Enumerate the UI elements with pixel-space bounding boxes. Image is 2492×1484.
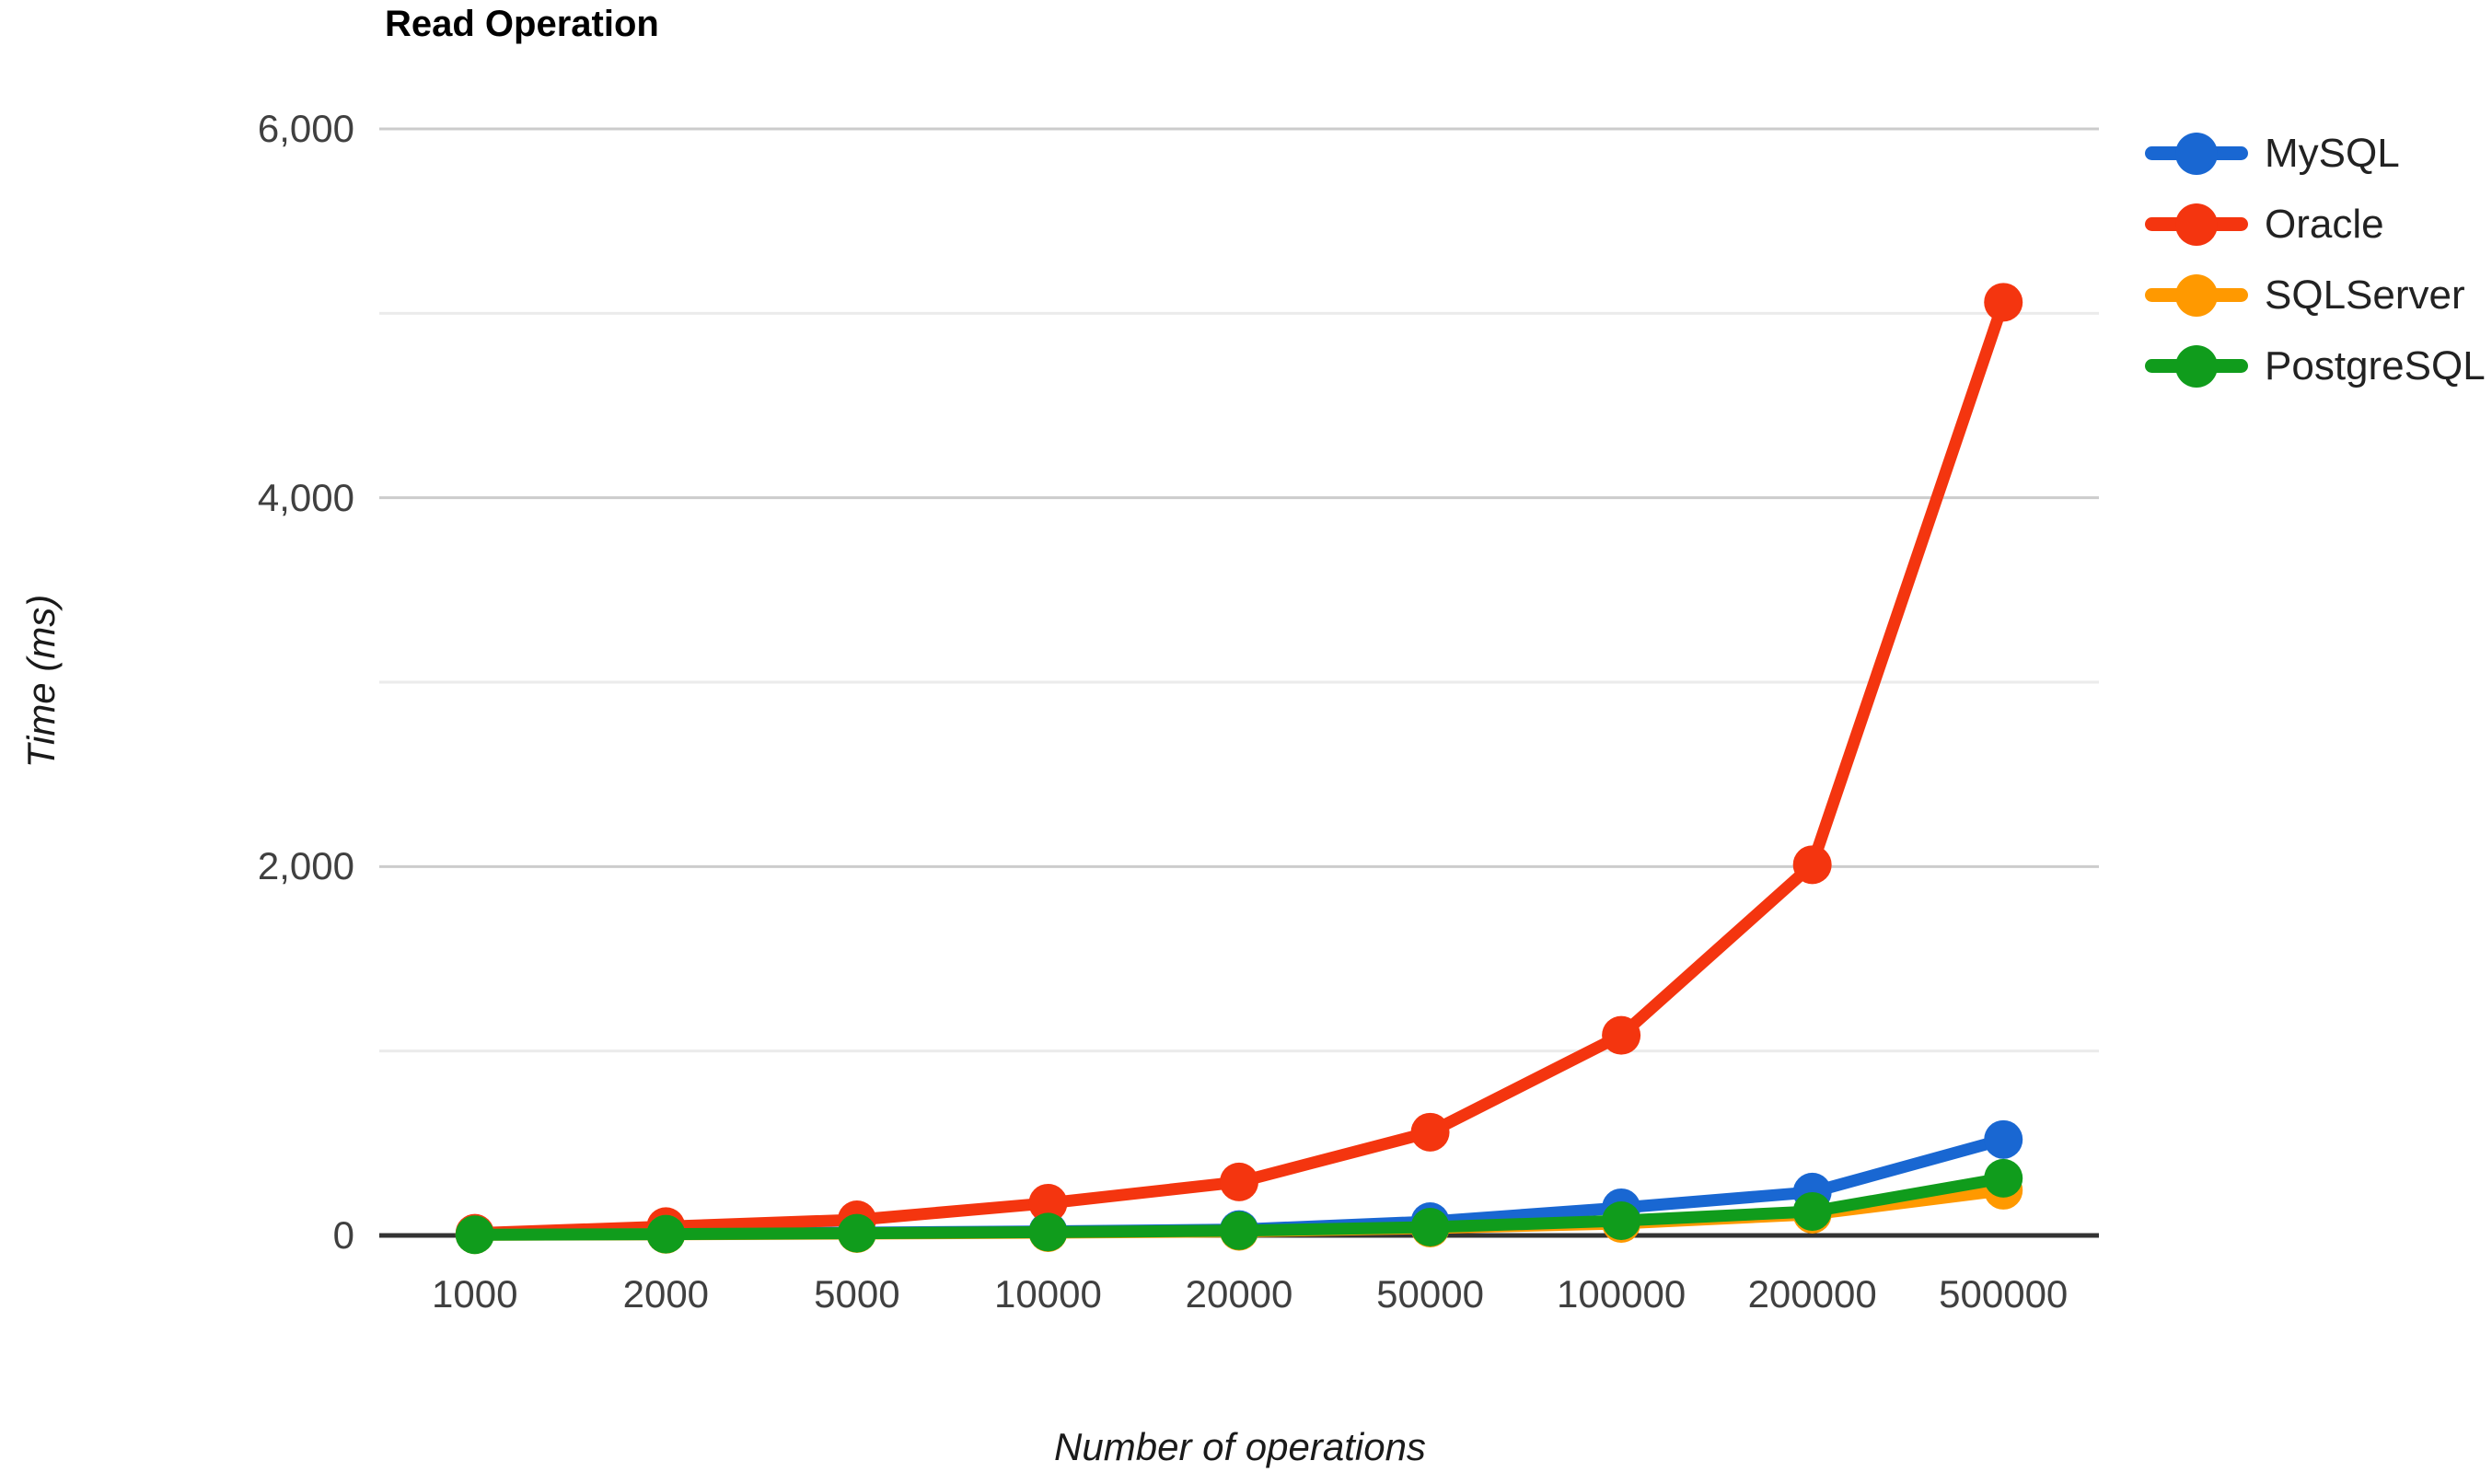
x-axis-tick-label: 20000 <box>1185 1272 1293 1316</box>
x-axis-tick-label: 50000 <box>1376 1272 1484 1316</box>
legend-item-postgresql: PostgreSQL <box>2145 330 2486 401</box>
y-axis-tick-label: 4,000 <box>257 475 354 519</box>
x-axis-tick-label: 200000 <box>1747 1272 1877 1316</box>
sqlserver-point-icon <box>2175 273 2218 317</box>
legend-label: MySQL <box>2265 130 2400 176</box>
y-axis-tick-label: 6,000 <box>257 107 354 150</box>
y-axis-tick-label: 0 <box>332 1213 354 1257</box>
postgresql-line-swatch-icon <box>2145 344 2248 388</box>
legend-item-mysql: MySQL <box>2145 118 2486 189</box>
mysql-line-swatch-icon <box>2145 132 2248 175</box>
postgresql-point-icon <box>2175 344 2218 388</box>
oracle-line-swatch-icon <box>2145 203 2248 246</box>
legend: MySQL Oracle SQLServer PostgreSQL <box>2145 118 2486 401</box>
legend-label: SQLServer <box>2265 272 2465 318</box>
legend-item-oracle: Oracle <box>2145 189 2486 260</box>
x-axis-tick-label: 100000 <box>1557 1272 1686 1316</box>
x-axis-tick-label: 1000 <box>432 1272 518 1316</box>
legend-label: Oracle <box>2265 201 2384 247</box>
mysql-point-icon <box>2175 132 2218 175</box>
x-axis-tick-label: 5000 <box>814 1272 900 1316</box>
x-axis-tick-label: 500000 <box>1939 1272 2069 1316</box>
x-axis-title: Number of operations <box>1054 1425 1426 1468</box>
sqlserver-line-swatch-icon <box>2145 273 2248 317</box>
legend-item-sqlserver: SQLServer <box>2145 260 2486 330</box>
chart-title: Read Operation <box>385 4 659 44</box>
x-axis-tick-label: 2000 <box>622 1272 710 1316</box>
oracle-point-icon <box>2175 203 2218 246</box>
legend-label: PostgreSQL <box>2265 342 2486 388</box>
x-axis-tick-label: 10000 <box>994 1272 1102 1316</box>
y-axis-title: Time (ms) <box>19 594 63 769</box>
y-axis-tick-label: 2,000 <box>257 844 354 888</box>
